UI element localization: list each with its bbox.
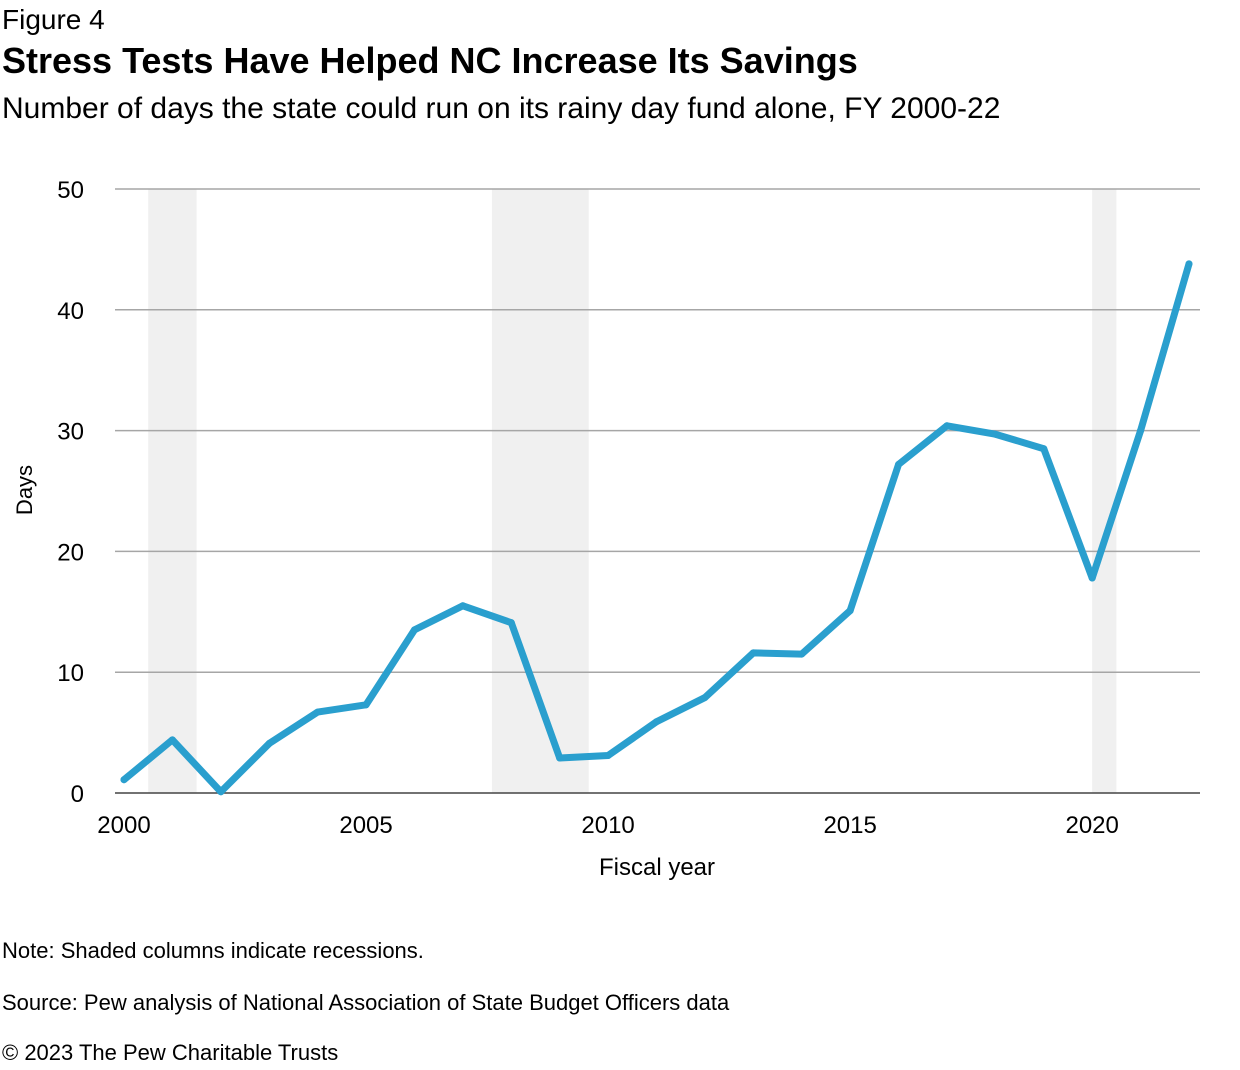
figure-label: Figure 4: [2, 4, 105, 35]
y-tick-label: 20: [57, 539, 84, 566]
data-point: [168, 736, 176, 744]
data-point: [362, 701, 370, 709]
x-tick-label: 2010: [581, 812, 634, 839]
copyright-text: © 2023 The Pew Charitable Trusts: [2, 1040, 339, 1065]
recession-shades: [148, 189, 1117, 793]
data-point: [459, 602, 467, 610]
x-axis-label: Fiscal year: [599, 854, 715, 881]
y-axis-label: Days: [12, 465, 37, 515]
data-point: [265, 739, 273, 747]
recession-shade: [148, 189, 197, 793]
recession-shade: [1092, 189, 1117, 793]
y-tick-label: 0: [71, 781, 84, 808]
data-point: [314, 708, 322, 716]
recession-shade: [491, 189, 589, 793]
data-point: [943, 422, 951, 430]
y-tick-labels: 0 10 20 30 40 50: [57, 177, 84, 808]
y-tick-label: 40: [57, 298, 84, 325]
data-point: [991, 430, 999, 438]
source-text: Source: Pew analysis of National Associa…: [2, 990, 730, 1015]
data-point: [701, 694, 709, 702]
note-text: Note: Shaded columns indicate recessions…: [2, 938, 424, 963]
chart-subtitle: Number of days the state could run on it…: [2, 92, 1001, 125]
gridlines: [115, 188, 1200, 794]
y-tick-label: 50: [57, 177, 84, 204]
y-tick-label: 30: [57, 419, 84, 446]
x-tick-labels: 2000 2005 2010 2015 2020: [97, 812, 1119, 839]
data-point: [749, 649, 757, 657]
y-tick-label: 10: [57, 660, 84, 687]
data-point: [556, 754, 564, 762]
x-tick-label: 2005: [339, 812, 392, 839]
x-tick-label: 2015: [823, 812, 876, 839]
data-point: [1185, 260, 1193, 268]
line-chart: 0 10 20 30 40 50 2000 2005 2010 2015 2020 Days Fi…: [12, 177, 1200, 881]
data-point: [120, 776, 128, 784]
chart-title: Stress Tests Have Helped NC Increase Its…: [2, 40, 858, 81]
data-point: [410, 626, 418, 634]
data-points: [120, 260, 1193, 796]
data-point: [798, 650, 806, 658]
data-point: [604, 752, 612, 760]
data-point: [1137, 427, 1145, 435]
data-point: [1088, 574, 1096, 582]
data-point: [507, 619, 515, 627]
series-line: [120, 260, 1193, 796]
x-tick-label: 2020: [1065, 812, 1118, 839]
x-tick-label: 2000: [97, 812, 150, 839]
data-point: [895, 460, 903, 468]
data-point: [217, 788, 225, 796]
data-point: [653, 718, 660, 726]
data-point: [1040, 445, 1048, 453]
data-point: [846, 607, 854, 615]
